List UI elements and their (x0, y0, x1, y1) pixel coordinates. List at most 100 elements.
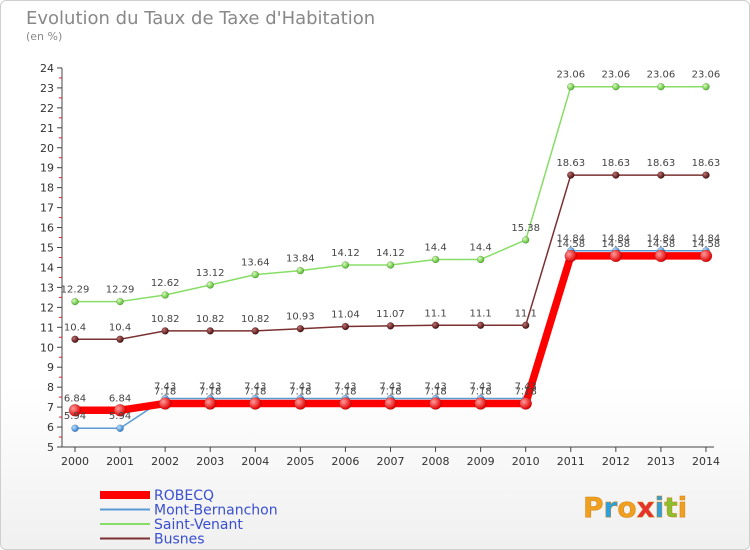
data-label-busnes: 18.63 (602, 158, 631, 169)
x-tick-label: 2002 (151, 455, 179, 468)
data-label-busnes: 10.82 (241, 314, 270, 325)
data-point-busnes (71, 335, 79, 344)
data-label-mont-bernanchon: 14.84 (602, 234, 631, 245)
legend-label-mont-bernanchon: Mont-Bernanchon (154, 503, 278, 519)
y-tick-label: 18 (40, 182, 54, 195)
data-label-saint-venant: 12.29 (61, 285, 90, 296)
data-label-saint-venant: 12.29 (106, 285, 135, 296)
series-saint-venant (71, 82, 710, 306)
data-label-mont-bernanchon: 5.94 (109, 411, 131, 422)
chart-subtitle: (en %) (26, 30, 62, 43)
data-label-busnes: 10.82 (151, 314, 180, 325)
x-tick-label: 2001 (106, 455, 134, 468)
data-point-robecq (294, 397, 307, 410)
data-point-saint-venant (161, 291, 169, 299)
data-point-saint-venant (296, 266, 305, 275)
data-point-saint-venant (71, 297, 79, 306)
data-point-robecq (203, 397, 217, 410)
data-label-busnes: 18.63 (692, 158, 721, 169)
data-label-mont-bernanchon: 14.84 (692, 234, 721, 245)
data-label-robecq: 14.58 (692, 239, 721, 250)
data-point-robecq (113, 404, 127, 417)
data-point-robecq (474, 397, 487, 410)
y-tick-label: 10 (40, 341, 54, 354)
data-point-busnes (567, 171, 575, 179)
data-label-busnes: 11.04 (331, 310, 360, 321)
data-label-busnes: 18.63 (647, 158, 676, 169)
data-point-saint-venant (476, 255, 485, 264)
x-tick-label: 2000 (61, 455, 89, 468)
data-point-saint-venant (116, 297, 124, 306)
data-point-robecq (564, 249, 578, 263)
y-tick-label: 6 (47, 421, 54, 434)
data-point-saint-venant (567, 82, 575, 91)
y-tick-label: 14 (40, 261, 54, 274)
y-tick-label: 24 (40, 62, 54, 75)
x-tick-label: 2014 (692, 455, 720, 468)
data-point-busnes (161, 327, 169, 335)
data-point-busnes (702, 171, 710, 179)
x-tick-label: 2008 (422, 455, 450, 468)
data-point-robecq (339, 397, 352, 410)
data-label-mont-bernanchon: 7.43 (289, 382, 311, 393)
data-label-mont-bernanchon: 7.43 (244, 382, 266, 393)
data-labels-layer: 12.29 12.29 12.62 13.12 13.64 13.84 14.12 14.12… (61, 70, 721, 423)
y-tick-label: 23 (40, 82, 54, 95)
data-label-busnes: 11.1 (424, 308, 446, 319)
data-point-robecq (699, 249, 713, 263)
data-label-busnes: 11.1 (469, 308, 491, 319)
data-label-robecq: 7.18 (515, 387, 537, 398)
data-label-mont-bernanchon: 7.43 (424, 382, 446, 393)
x-tick-label: 2009 (467, 455, 495, 468)
data-point-busnes (206, 327, 214, 335)
data-label-saint-venant: 14.12 (331, 248, 360, 259)
data-label-robecq: 7.18 (289, 387, 311, 398)
data-point-saint-venant (386, 261, 395, 269)
data-label-busnes: 11.07 (376, 309, 405, 320)
x-tick-label: 2005 (286, 455, 314, 468)
data-point-busnes (251, 327, 260, 335)
data-point-saint-venant (206, 281, 214, 289)
data-label-busnes: 10.93 (286, 312, 315, 323)
data-label-robecq: 14.58 (602, 239, 631, 250)
data-label-robecq: 14.58 (647, 239, 676, 250)
data-label-busnes: 10.4 (109, 322, 131, 333)
x-tick-label: 2004 (241, 455, 269, 468)
data-point-busnes (612, 171, 620, 179)
data-label-robecq: 7.18 (424, 387, 446, 398)
data-label-saint-venant: 15.38 (511, 223, 540, 234)
data-point-robecq (249, 397, 262, 410)
data-label-saint-venant: 23.06 (647, 70, 676, 81)
series-layer (68, 82, 713, 432)
data-label-robecq: 7.18 (244, 387, 266, 398)
data-point-robecq (68, 404, 82, 417)
y-tick-label: 5 (47, 441, 54, 454)
data-label-mont-bernanchon: 14.84 (556, 234, 585, 245)
data-point-saint-venant (612, 82, 620, 91)
data-label-saint-venant: 13.12 (196, 268, 225, 279)
proxiti-logo: Proxiti (583, 491, 688, 525)
data-label-mont-bernanchon: 7.43 (334, 382, 356, 393)
data-label-busnes: 10.82 (196, 314, 225, 325)
data-point-saint-venant (431, 255, 440, 264)
data-label-saint-venant: 23.06 (556, 70, 585, 81)
data-point-robecq (609, 249, 623, 263)
data-point-saint-venant (521, 236, 530, 244)
data-point-robecq (158, 397, 172, 410)
data-point-saint-venant (657, 82, 665, 91)
data-label-saint-venant: 14.4 (424, 242, 446, 253)
x-tick-label: 2003 (196, 455, 224, 468)
data-point-busnes (521, 321, 530, 330)
data-label-robecq: 7.18 (334, 387, 356, 398)
data-point-busnes (116, 335, 124, 344)
data-label-mont-bernanchon: 7.43 (469, 382, 491, 393)
data-label-robecq: 14.58 (556, 239, 585, 250)
data-label-mont-bernanchon: 7.43 (154, 382, 176, 393)
data-point-robecq (384, 397, 397, 410)
data-point-mont-bernanchon (71, 424, 79, 432)
data-label-robecq: 7.18 (379, 387, 401, 398)
y-tick-label: 9 (47, 361, 54, 374)
data-label-robecq: 7.18 (199, 387, 221, 398)
